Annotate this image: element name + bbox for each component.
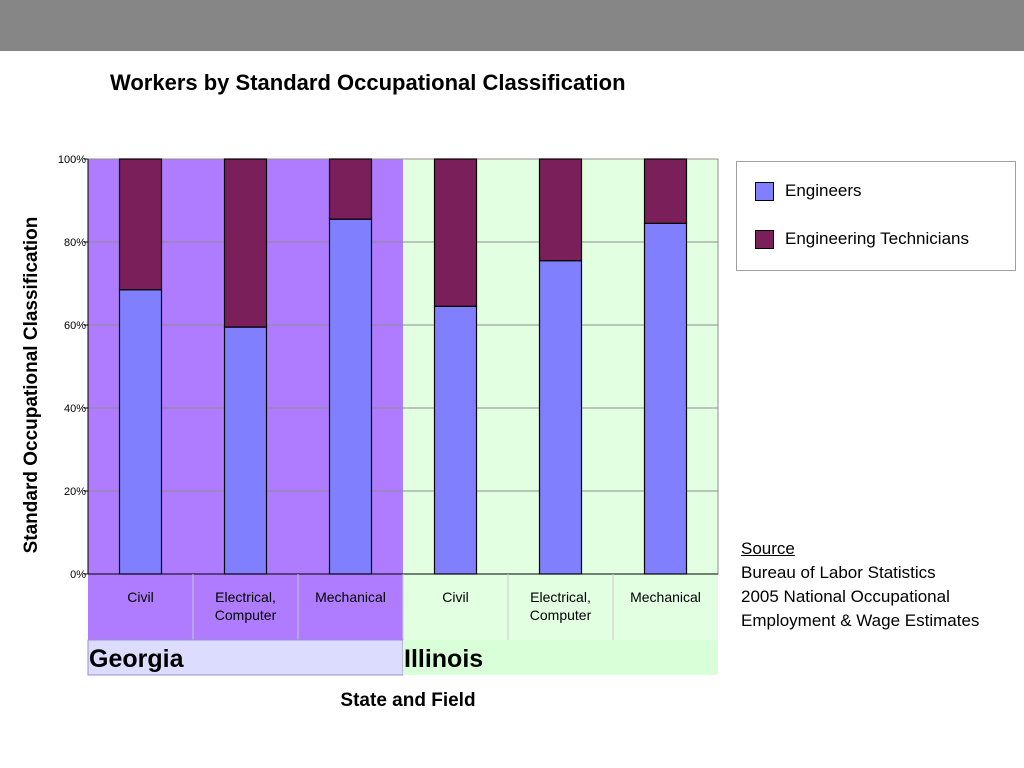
bar-engineering-technicians xyxy=(643,158,688,224)
state-label-georgia: Georgia xyxy=(89,645,185,673)
bar-engineers xyxy=(433,305,478,575)
y-tick-label: 40% xyxy=(64,403,86,415)
legend-swatch-engineers xyxy=(755,181,774,201)
x-category-label: Civil xyxy=(127,589,153,605)
chart-title: Workers by Standard Occupational Classif… xyxy=(110,70,626,95)
x-axis-label: State and Field xyxy=(340,690,476,711)
bar-engineers xyxy=(118,289,163,575)
legend-item-engineers: Engineers xyxy=(755,181,862,201)
legend-label-engineers: Engineers xyxy=(785,181,862,200)
source-line-1: Bureau of Labor Statistics xyxy=(741,563,936,582)
source-line-2: 2005 National Occupational xyxy=(741,587,950,606)
y-tick-label: 100% xyxy=(58,154,86,166)
y-tick-label: 0% xyxy=(70,569,86,581)
state-label-box-illinois xyxy=(403,640,718,675)
source-note: Source Bureau of Labor Statistics 2005 N… xyxy=(741,537,979,633)
state-label-box-georgia xyxy=(87,639,404,676)
bar-engineers xyxy=(643,222,688,575)
x-category-label: Mechanical xyxy=(630,589,701,605)
y-tick-label: 60% xyxy=(64,320,86,332)
bar-engineering-technicians xyxy=(328,158,373,220)
y-tick-label: 20% xyxy=(64,486,86,498)
legend-label-technicians: Engineering Technicians xyxy=(785,229,969,248)
bar-engineering-technicians xyxy=(223,158,268,328)
bar-engineers xyxy=(328,218,373,575)
legend-item-technicians: Engineering Technicians xyxy=(755,229,969,249)
x-category-label: Electrical, Computer xyxy=(215,589,277,623)
state-label-illinois: Illinois xyxy=(404,645,483,673)
bar-engineering-technicians xyxy=(118,158,163,291)
source-line-3: Employment & Wage Estimates xyxy=(741,611,980,630)
bar-engineering-technicians xyxy=(433,158,478,307)
bar-engineering-technicians xyxy=(538,158,583,262)
top-banner xyxy=(0,0,1024,51)
y-tick-label: 80% xyxy=(64,237,86,249)
source-heading: Source xyxy=(741,539,795,558)
legend-swatch-technicians xyxy=(755,229,774,249)
x-category-label: Civil xyxy=(442,589,468,605)
bar-engineers xyxy=(538,260,583,575)
legend: Engineers Engineering Technicians xyxy=(736,161,1016,271)
x-category-label: Mechanical xyxy=(315,589,386,605)
x-category-label: Electrical, Computer xyxy=(530,589,592,623)
bar-engineers xyxy=(223,326,268,575)
